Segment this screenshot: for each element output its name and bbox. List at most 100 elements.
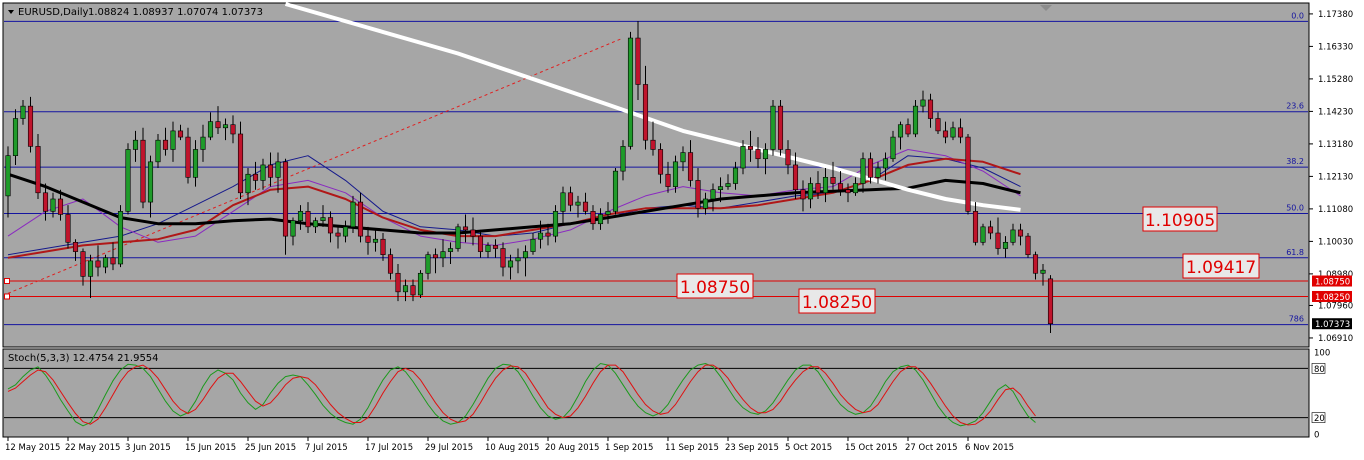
candle-body xyxy=(222,124,229,129)
candle-body xyxy=(657,149,664,175)
level-label-1-10905[interactable]: 1.10905 xyxy=(1142,206,1218,232)
moving-average-red xyxy=(7,157,1021,259)
candle xyxy=(305,202,311,234)
candle-body xyxy=(297,211,304,221)
trendline[interactable] xyxy=(7,37,624,294)
candle xyxy=(620,140,626,181)
candle xyxy=(755,137,761,169)
candle-body xyxy=(485,245,491,252)
level-label-1-08250[interactable]: 1.08250 xyxy=(798,288,876,314)
candle-body xyxy=(522,251,529,259)
scroll-marker-icon[interactable] xyxy=(1040,5,1052,11)
candle xyxy=(312,217,319,234)
candle xyxy=(740,140,746,175)
candle xyxy=(995,217,1001,255)
date-tick-label: 20 Aug 2015 xyxy=(545,443,599,453)
candle-body xyxy=(725,183,731,187)
price-tick-label: 1.17380 xyxy=(1318,10,1353,20)
candle-body xyxy=(867,158,874,178)
stoch-level-tag xyxy=(1311,412,1326,423)
candle xyxy=(470,217,476,246)
candle-body xyxy=(290,220,296,237)
line-anchor-handle[interactable] xyxy=(4,293,10,300)
candle-body xyxy=(35,146,41,194)
candle-body xyxy=(57,198,64,215)
candle xyxy=(545,223,551,246)
candle xyxy=(192,140,199,187)
candle-body xyxy=(87,260,94,277)
candle-body xyxy=(612,170,619,212)
candle-body xyxy=(762,149,769,160)
date-tick-label: 7 Jul 2015 xyxy=(305,443,348,453)
candle-body xyxy=(350,201,356,228)
candle xyxy=(830,161,836,190)
candle xyxy=(245,168,251,206)
candle-body xyxy=(755,149,761,160)
candle-body xyxy=(995,232,1001,249)
candle xyxy=(357,192,364,243)
candle xyxy=(912,99,919,138)
stochastic-subwindow[interactable] xyxy=(2,348,1310,438)
price-tick-label: 1.12130 xyxy=(1318,172,1353,182)
candle xyxy=(980,223,986,246)
candle xyxy=(95,245,101,277)
candle xyxy=(215,106,221,134)
candle-body xyxy=(470,229,476,237)
fib-level-label: 0.0 xyxy=(1291,11,1304,20)
candle xyxy=(500,242,506,277)
candle-body xyxy=(702,198,709,209)
candle xyxy=(575,195,581,218)
candle xyxy=(162,127,169,156)
candle-body xyxy=(425,254,431,274)
candle-body xyxy=(80,251,86,277)
candle xyxy=(200,124,206,162)
candle xyxy=(402,279,409,302)
candle-body xyxy=(12,118,19,156)
main-chart-area[interactable] xyxy=(2,2,1310,348)
candle-body xyxy=(777,105,784,150)
level-label-1-09417[interactable]: 1.09417 xyxy=(1182,253,1260,279)
candle-body xyxy=(837,183,844,191)
candle-body xyxy=(365,235,371,243)
candle xyxy=(807,177,814,209)
candle-body xyxy=(170,130,176,150)
stoch-tick-label: 0 xyxy=(1314,431,1319,441)
candle-body xyxy=(5,155,11,197)
candle xyxy=(657,143,664,184)
date-tick-label: 1 Sep 2015 xyxy=(605,443,653,453)
candle xyxy=(230,115,236,144)
candle-body xyxy=(972,211,979,243)
candle xyxy=(365,226,371,255)
candle-body xyxy=(312,220,319,228)
candle-body xyxy=(245,173,251,194)
dropdown-triangle-icon[interactable] xyxy=(8,10,14,14)
price-tag xyxy=(1312,290,1352,302)
price-tag-label: 1.08250 xyxy=(1315,293,1350,303)
candle-body xyxy=(545,232,551,237)
candle xyxy=(635,21,641,100)
candle xyxy=(170,121,176,162)
candle xyxy=(87,254,94,299)
level-label-1-08750[interactable]: 1.08750 xyxy=(676,273,754,299)
candle xyxy=(710,183,716,212)
candle-body xyxy=(380,238,386,255)
level-label-text: 1.08750 xyxy=(680,278,750,298)
candle-body xyxy=(560,192,566,212)
candle-body xyxy=(230,124,236,135)
candle-body xyxy=(1010,229,1016,243)
candle-body xyxy=(710,189,716,200)
candle-body xyxy=(252,173,259,181)
candle xyxy=(860,152,866,193)
candle-body xyxy=(162,139,169,150)
candle-body xyxy=(327,217,334,234)
candle-body xyxy=(1002,242,1009,249)
candle xyxy=(1010,223,1016,246)
line-anchor-handle[interactable] xyxy=(4,278,10,285)
candle xyxy=(410,279,416,302)
candle xyxy=(987,220,994,240)
candle xyxy=(597,208,604,230)
candle-body xyxy=(125,149,131,212)
price-tick-label: 1.14230 xyxy=(1318,107,1353,117)
candle-body xyxy=(605,211,611,215)
candle xyxy=(837,171,844,196)
